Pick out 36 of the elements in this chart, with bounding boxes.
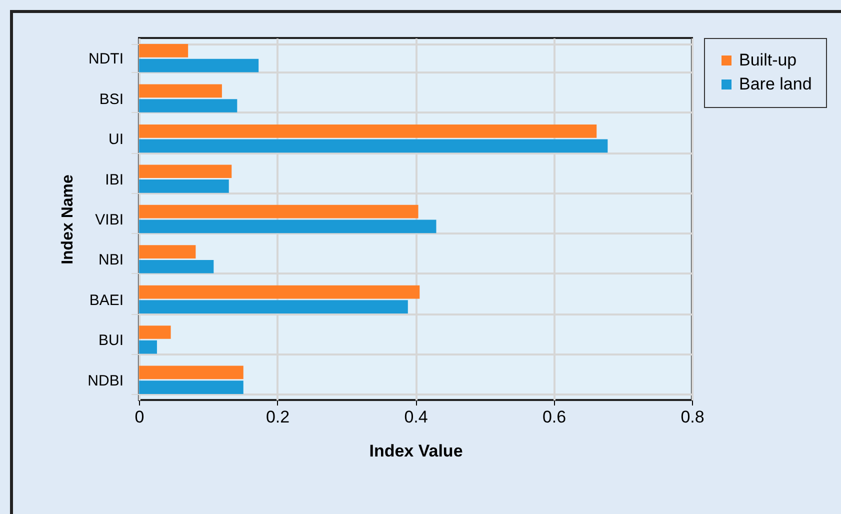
y-tick-label: BUI (98, 332, 124, 350)
bar (139, 139, 608, 153)
y-tick-label: NDBI (88, 372, 124, 390)
bar (139, 204, 418, 218)
bar (139, 164, 232, 178)
bar (139, 124, 597, 138)
x-tick-label: 0 (134, 408, 144, 426)
bar (139, 285, 420, 299)
x-tick-label: 0.4 (404, 408, 428, 426)
bar (139, 99, 238, 112)
y-tick-label: BSI (99, 90, 124, 108)
x-tick-label: 0.8 (680, 408, 704, 426)
bar (139, 366, 244, 380)
x-tick-label: 0.6 (542, 408, 566, 426)
x-axis-title: Index Value (369, 442, 463, 460)
y-tick-label: NBI (98, 252, 124, 269)
y-tick-label: UI (108, 131, 124, 148)
legend-label: Built-up (739, 50, 797, 70)
bar (139, 340, 157, 354)
bar (139, 180, 229, 193)
y-tick-label: VIBI (95, 212, 124, 228)
y-tick-label: BAEI (89, 292, 124, 309)
y-tick-label: NDTI (88, 50, 124, 68)
x-tick-label: 0.2 (266, 408, 290, 426)
y-axis-title: Index Name (60, 174, 77, 264)
bar (139, 44, 188, 58)
legend-label: Bare land (739, 74, 812, 94)
bar (139, 300, 408, 314)
y-tick-label: IBI (105, 171, 124, 188)
bar (139, 245, 196, 258)
bar (139, 260, 214, 274)
bar (139, 326, 171, 339)
bar (139, 380, 244, 394)
bar (139, 220, 436, 234)
bar (139, 84, 222, 98)
bar (139, 58, 259, 72)
